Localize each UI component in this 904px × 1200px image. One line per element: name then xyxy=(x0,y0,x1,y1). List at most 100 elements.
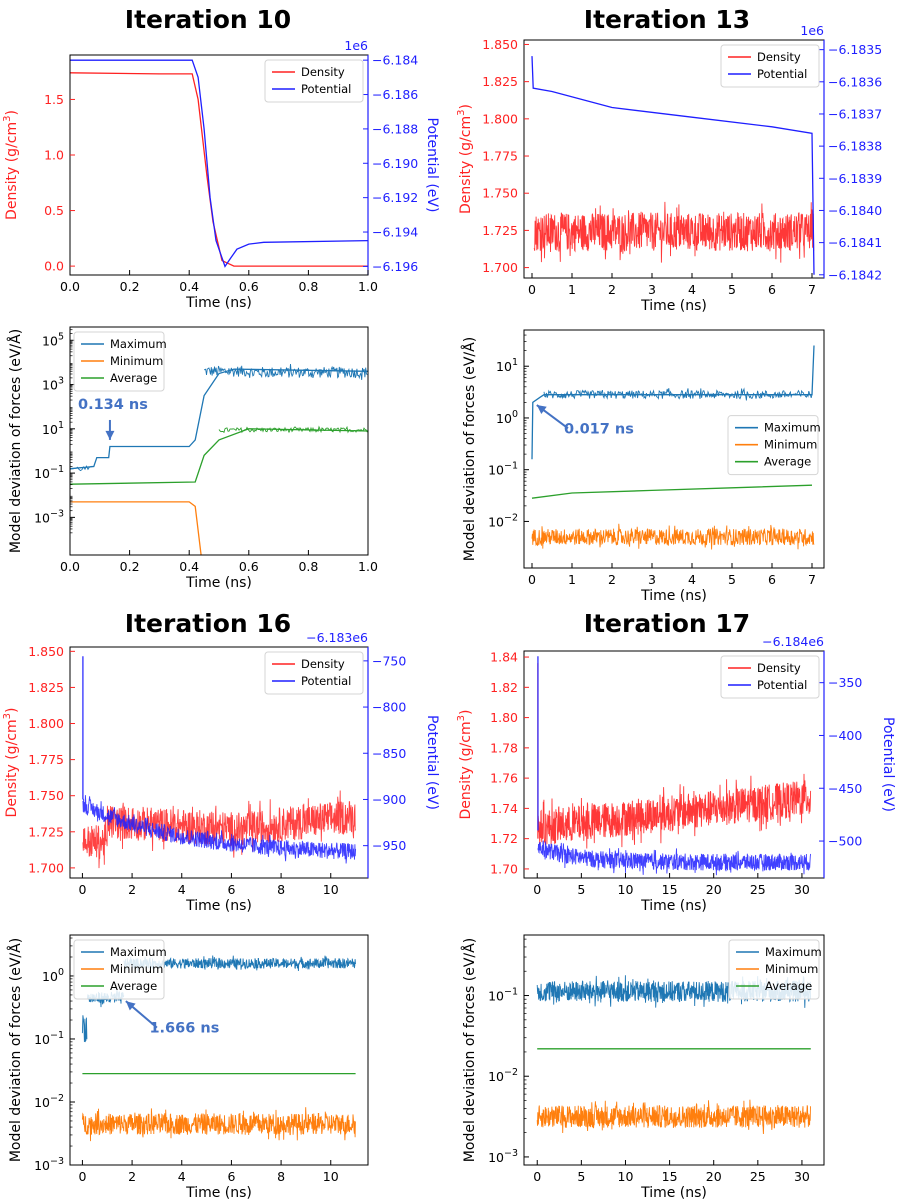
axes-frame xyxy=(69,326,369,556)
y-tick-label: 1.825 xyxy=(28,680,64,695)
legend-label-potential: Potential xyxy=(757,67,807,81)
y-axis-label: Model deviation of forces (eV/Å) xyxy=(7,938,24,1162)
y-tick-label: 0.5 xyxy=(44,203,64,218)
x-tick-label: 0.2 xyxy=(120,279,140,294)
x-tick-label: 1.0 xyxy=(358,279,378,294)
x-tick-label: 30 xyxy=(794,1169,810,1184)
panel-title: Iteration 10 xyxy=(125,5,291,34)
x-tick-label: 25 xyxy=(750,1169,766,1184)
legend: Density Potential xyxy=(720,44,820,88)
y2-tick-label: −800 xyxy=(372,700,406,715)
y-tick-label: 1.78 xyxy=(490,740,518,755)
y-tick-label: 10−2 xyxy=(488,1067,518,1084)
x-tick-label: 6 xyxy=(768,282,776,297)
y2-tick-label: −6.1840 xyxy=(828,203,882,218)
x-tick-label: 6 xyxy=(227,882,235,897)
legend-label-average: Average xyxy=(764,455,811,469)
series-maximum-noise-early xyxy=(70,465,93,472)
series-potential xyxy=(537,840,812,876)
legend-box xyxy=(727,415,819,476)
panel-it10_top: Iteration 10 0.0 0.2 0.4 0.6 0.8 1.0 Time (ns) 0… xyxy=(2,5,440,311)
panel-it13_bot: 0 1 2 3 4 5 6 7 Time (ns) 10−2 10−1 100 101 Model dev… xyxy=(461,329,825,604)
y2-tick-label: −6.1838 xyxy=(828,139,882,154)
legend-label-maximum: Maximum xyxy=(110,337,167,351)
x-tick-label: 0.6 xyxy=(239,279,259,294)
x-tick-label: 15 xyxy=(662,1169,678,1184)
legend: Maximum Minimum Average xyxy=(728,939,822,1000)
y-axis-label: Density (g/cm3) xyxy=(456,710,474,820)
y-tick-label: 1.80 xyxy=(490,710,518,725)
legend-label-potential: Potential xyxy=(757,678,807,692)
x-tick-label: 10 xyxy=(323,882,339,897)
legend-label-density: Density xyxy=(757,661,801,675)
y-tick-label: 1.750 xyxy=(482,186,518,201)
legend-box xyxy=(728,939,820,1000)
series-potential xyxy=(531,56,815,275)
x-tick-label: 10 xyxy=(618,1169,634,1184)
y2-tick-label: −400 xyxy=(828,728,862,743)
y2-offset-label: −6.183e6 xyxy=(306,630,368,645)
y-tick-label: 1.74 xyxy=(490,801,518,816)
y-tick-label: 1.72 xyxy=(490,831,518,846)
x-tick-label: 3 xyxy=(648,572,656,587)
y2-offset-label: 1e6 xyxy=(344,38,368,53)
x-tick-label: 4 xyxy=(178,1169,186,1184)
x-tick-label: 2 xyxy=(128,1169,136,1184)
y-tick-label: 1.850 xyxy=(28,644,64,659)
x-axis-label: Time (ns) xyxy=(640,588,707,604)
x-tick-label: 20 xyxy=(706,882,722,897)
y2-tick-label: −6.1839 xyxy=(828,171,882,186)
plot-area xyxy=(82,656,357,869)
x-tick-label: 0.2 xyxy=(120,559,140,574)
x-tick-label: 1.0 xyxy=(358,559,378,574)
y2-tick-label: −6.194 xyxy=(372,225,418,240)
x-tick-label: 30 xyxy=(794,882,810,897)
x-tick-label: 0 xyxy=(528,282,536,297)
annotation-arrowhead xyxy=(536,405,547,415)
legend-label-density: Density xyxy=(757,50,801,64)
y-tick-label: 10−1 xyxy=(34,464,64,481)
y-tick-label: 10−3 xyxy=(488,1148,518,1165)
series-density xyxy=(70,72,368,267)
series-density xyxy=(537,773,812,849)
x-tick-label: 0 xyxy=(528,572,536,587)
y-tick-label: 103 xyxy=(42,376,64,393)
legend-box xyxy=(720,44,820,88)
y2-offset-label: 1e6 xyxy=(800,23,824,38)
legend-label-minimum: Minimum xyxy=(765,962,818,976)
plot-area xyxy=(531,345,815,550)
series-density xyxy=(533,201,815,263)
x-tick-label: 4 xyxy=(178,882,186,897)
x-tick-label: 0 xyxy=(533,882,541,897)
x-tick-label: 4 xyxy=(688,282,696,297)
y-tick-label: 1.0 xyxy=(44,148,64,163)
y2-tick-label: −900 xyxy=(372,792,406,807)
x-tick-label: 0.6 xyxy=(239,559,259,574)
x-tick-label: 0.4 xyxy=(179,279,199,294)
legend: Maximum Minimum Average xyxy=(727,415,821,476)
y2-tick-label: −950 xyxy=(372,838,406,853)
y-tick-label: 10−1 xyxy=(488,461,518,478)
series-maximum-noise xyxy=(543,387,813,401)
y-tick-label: 100 xyxy=(496,409,518,426)
series-maximum-noise xyxy=(203,363,368,380)
x-axis-label: Time (ns) xyxy=(185,898,252,914)
legend-box xyxy=(73,331,165,392)
series-maximum xyxy=(70,368,368,470)
panel-title: Iteration 17 xyxy=(584,609,750,638)
y2-tick-label: −6.1835 xyxy=(828,42,882,57)
y-tick-label: 1.750 xyxy=(28,788,64,803)
x-tick-label: 1 xyxy=(568,282,576,297)
legend-label-maximum: Maximum xyxy=(764,421,821,435)
series-potential xyxy=(82,795,357,864)
series-average xyxy=(70,428,368,485)
x-tick-label: 0 xyxy=(533,1169,541,1184)
legend-label-average: Average xyxy=(110,371,157,385)
x-axis-label: Time (ns) xyxy=(640,898,707,914)
y2-tick-label: −500 xyxy=(828,834,862,849)
legend-box xyxy=(264,651,364,695)
series-minimum xyxy=(70,501,202,555)
plot-area xyxy=(70,59,368,268)
y2-tick-label: −6.1836 xyxy=(828,74,882,89)
